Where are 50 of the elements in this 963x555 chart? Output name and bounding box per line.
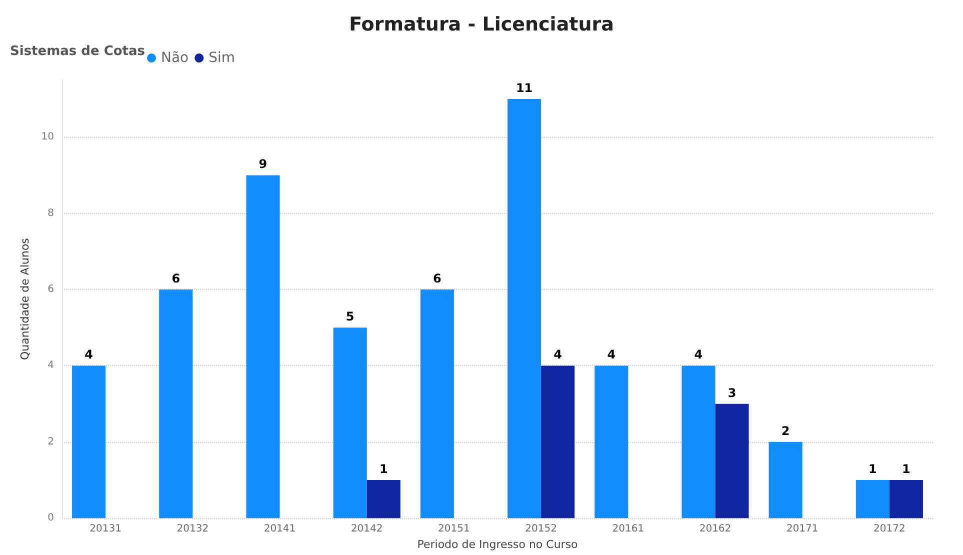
legend-label: Não	[161, 50, 189, 66]
legend-title: Sistemas de Cotas	[10, 44, 146, 59]
bar	[889, 480, 923, 518]
data-label: 5	[346, 310, 354, 324]
bar	[594, 366, 628, 518]
bar	[72, 366, 106, 518]
data-label: 4	[694, 348, 703, 362]
data-label: 4	[607, 348, 616, 362]
data-label: 6	[433, 272, 442, 286]
bar	[508, 99, 542, 518]
y-tick-label: 2	[48, 436, 54, 448]
y-tick-label: 6	[48, 284, 54, 296]
data-label: 4	[84, 348, 93, 362]
bar	[159, 290, 193, 518]
data-label: 6	[172, 272, 180, 286]
bar	[420, 290, 454, 518]
data-label: 2	[781, 424, 790, 438]
x-tick-label: 20171	[786, 524, 818, 535]
x-tick-label: 20141	[264, 524, 296, 535]
x-tick-label: 20132	[176, 524, 209, 535]
data-label: 3	[728, 386, 736, 400]
x-tick-label: 20151	[438, 524, 470, 535]
data-label: 11	[516, 81, 533, 96]
bar	[541, 366, 575, 518]
x-tick-label: 20131	[90, 524, 122, 535]
data-label: 4	[554, 348, 562, 362]
bar	[366, 480, 400, 518]
x-tick-label: 20142	[350, 524, 383, 535]
x-tick-label: 20172	[874, 524, 906, 535]
y-tick-label: 0	[48, 512, 54, 524]
y-axis-title: Quantidade de Alunos	[18, 238, 32, 360]
data-label: 1	[868, 462, 877, 476]
bar	[682, 366, 716, 518]
bar	[246, 175, 280, 518]
bar	[856, 480, 890, 518]
x-axis-title: Periodo de Ingresso no Curso	[417, 538, 578, 551]
y-tick-label: 4	[48, 360, 54, 372]
y-tick-label: 8	[48, 208, 54, 219]
chart-title: Formatura - Licenciatura	[349, 14, 614, 36]
x-tick-label: 20161	[612, 524, 644, 535]
data-label: 9	[258, 157, 268, 172]
bar	[715, 404, 749, 518]
data-label: 1	[902, 462, 910, 476]
legend-label: Sim	[208, 50, 236, 66]
bar	[333, 328, 367, 518]
y-tick-label: 10	[41, 132, 54, 143]
x-tick-label: 20152	[525, 524, 557, 535]
x-tick-label: 20162	[699, 524, 732, 535]
data-label: 1	[379, 462, 388, 476]
bar	[768, 442, 802, 518]
